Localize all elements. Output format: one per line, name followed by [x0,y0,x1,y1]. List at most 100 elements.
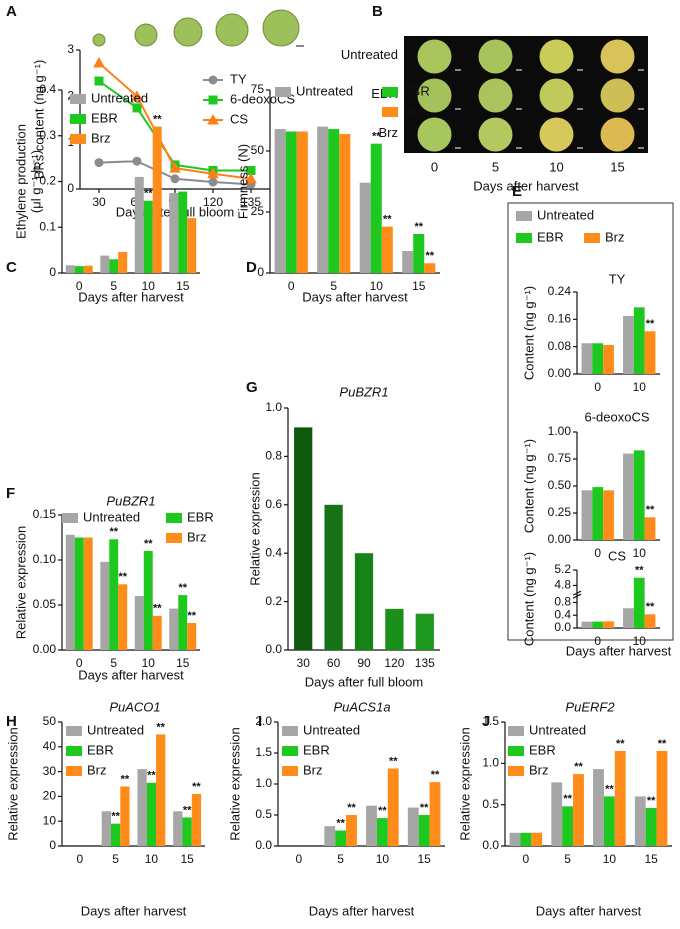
y-tick-label: 50 [43,714,57,728]
y-tick-label: 1.5 [255,745,272,759]
significance-label: ** [647,795,656,807]
x-tick-label: 15 [412,279,426,293]
bar [101,811,111,846]
y-tick-label: 0.08 [548,339,572,353]
bar [74,266,84,273]
bar [169,192,179,273]
row-label: Untreated [341,47,398,62]
y-axis-title: Relative expression [247,472,262,585]
y-axis-title: Ethylene production [13,124,28,239]
significance-label: ** [144,188,153,200]
legend-swatch [166,533,182,543]
y-tick-label: 0.4 [39,82,56,96]
y-axis-title: Relative expression [227,727,242,840]
panel-label: B [372,3,383,20]
legend-label: Brz [187,529,207,544]
significance-label: ** [156,721,165,733]
y-tick-label: 0.16 [548,312,572,326]
y-tick-label: 0 [257,265,264,279]
legend-swatch [282,766,298,776]
y-tick-label: 0 [49,265,56,279]
y-tick-label: 0.00 [33,642,57,656]
significance-label: ** [192,781,201,793]
data-point [170,174,180,184]
significance-label: ** [118,571,127,583]
significance-label: ** [414,221,423,233]
x-tick-label: 5 [337,852,344,866]
y-tick-label: 1.0 [255,776,272,790]
bar [65,265,75,273]
legend-swatch [382,87,398,97]
bar [156,734,166,846]
legend-swatch [70,114,86,124]
significance-label: ** [183,804,192,816]
x-axis-title: Days after harvest [536,903,642,918]
x-tick-label: 10 [145,852,159,866]
legend-swatch [166,513,182,523]
x-axis-title: Days after harvest [78,289,184,304]
panel-label: A [6,3,17,20]
legend-swatch [508,746,524,756]
significance-label: ** [420,802,429,814]
column-label: 10 [549,159,563,174]
y-tick-label: 0.2 [265,594,282,608]
x-tick-label: 0 [594,380,601,394]
bar [178,595,188,650]
x-tick-label: 15 [176,656,190,670]
x-tick-label: 30 [297,656,311,670]
x-tick-label: 10 [633,634,647,648]
x-tick-label: 10 [142,279,156,293]
y-tick-label: 0.10 [33,552,57,566]
legend-label: Brz [403,103,423,118]
bar [366,805,377,846]
bar [429,782,441,846]
bar [152,126,162,273]
x-tick-label: 10 [142,656,156,670]
x-tick-label: 15 [180,852,194,866]
column-label: 0 [431,159,438,174]
bar [134,176,144,273]
bar [359,182,371,273]
y-tick-label: 0.75 [548,451,572,465]
column-label: 5 [492,159,499,174]
bar [645,807,657,846]
chart-title: PuERF2 [565,699,615,714]
significance-label: ** [646,318,655,330]
significance-label: ** [153,603,162,615]
data-point [132,103,142,113]
legend-label: TY [230,71,247,86]
panel-label: H [6,713,17,730]
significance-label: ** [646,601,655,613]
y-tick-label: 0.6 [265,497,282,511]
x-axis-title: Days after full bloom [305,674,424,689]
bar [614,750,626,846]
bar [376,818,388,846]
significance-label: ** [144,538,153,550]
y-tick-label: 0.0 [482,838,499,852]
legend-swatch [382,107,398,117]
bar [191,793,202,846]
bar [187,623,197,650]
x-axis-title: Days after harvest [81,903,187,918]
panel-label: J [482,713,490,730]
bar [296,131,308,273]
fruit-photo [600,39,635,74]
y-tick-label: 0 [49,838,56,852]
y-tick-label: 0 [67,181,74,195]
x-tick-label: 10 [633,380,647,394]
bar [137,769,147,846]
chart-title: CS [608,548,626,563]
chart-title: PuACS1a [333,699,390,714]
bar [385,608,404,650]
y-tick-label: 0.8 [554,595,571,609]
bar [74,537,84,650]
significance-label: ** [178,582,187,594]
fruit-picture [92,33,106,47]
x-tick-label: 15 [417,852,431,866]
y-tick-label: 0.4 [265,545,282,559]
fruit-picture [173,17,203,47]
legend-swatch [66,746,82,756]
legend-label: EBR [91,110,118,125]
bar [603,490,614,540]
bar [83,537,93,650]
